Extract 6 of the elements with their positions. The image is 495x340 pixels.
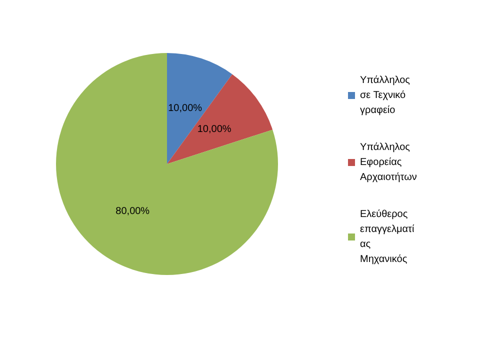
data-label: 10,00% <box>197 124 232 136</box>
data-label: 10,00% <box>168 102 202 114</box>
legend-label: Υπάλληλος Εφορείας Αρχαιοτήτων <box>360 142 417 183</box>
data-label: 80,00% <box>116 206 150 217</box>
legend-label: Ελεύθερος επαγγελματίας Μηχανικός <box>360 209 415 265</box>
legend-label: Υπάλληλος σε Τεχνικό γραφείο <box>360 75 413 116</box>
